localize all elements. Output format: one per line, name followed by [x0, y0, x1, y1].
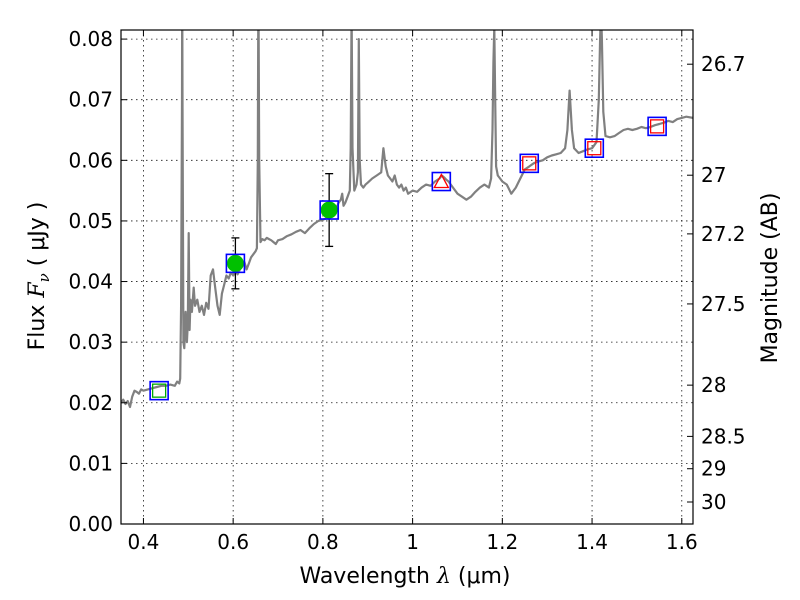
right-tick-label: 26.7	[701, 52, 746, 76]
filter-square	[225, 253, 246, 274]
predicted-triangle	[433, 173, 450, 189]
predicted-square	[522, 156, 537, 171]
y-tick-label: 0.08	[68, 27, 113, 51]
x-axis-label-prefix: Wavelength	[299, 564, 437, 589]
observed-point	[320, 201, 338, 219]
x-tick-label: 1.4	[576, 530, 608, 554]
y-tick-label: 0.00	[68, 512, 113, 536]
right-tick-label: 27.2	[701, 222, 746, 246]
x-tick-label: 0.6	[217, 530, 249, 554]
observed-point	[226, 254, 244, 272]
predicted-square	[151, 383, 167, 398]
x-tick-label: 1.2	[486, 530, 518, 554]
marker-layer	[149, 116, 667, 401]
y-axis-label-right: Magnitude (AB)	[758, 193, 783, 364]
right-tick-label: 30	[701, 490, 726, 514]
plot-frame	[120, 29, 694, 525]
predicted-square	[649, 119, 665, 134]
right-tick-label: 29	[701, 457, 726, 481]
y-axis-label-symbol: F	[25, 282, 50, 299]
filter-square	[149, 380, 169, 401]
x-tick-label: 0.4	[128, 530, 160, 554]
y-axis-label-subscript: ν	[35, 273, 53, 282]
y-tick-label: 0.07	[68, 88, 113, 112]
y-tick-label: 0.03	[68, 330, 113, 354]
y-tick-label: 0.02	[68, 391, 113, 415]
filter-square	[519, 153, 540, 174]
y-tick-label: 0.06	[68, 148, 113, 172]
x-axis-label: Wavelength λ (μm)	[299, 564, 510, 589]
right-tick-label: 27	[701, 163, 726, 187]
y-axis-label-unit: ( μJy )	[25, 202, 50, 274]
x-tick-label: 1	[406, 530, 419, 554]
right-tick-label: 28.5	[701, 424, 746, 448]
x-axis-label-unit: (μm)	[451, 564, 511, 589]
spectrum-layer	[121, 30, 693, 409]
spectrum-line	[121, 30, 693, 409]
y-tick-label: 0.05	[68, 209, 113, 233]
x-axis-label-symbol: λ	[436, 564, 451, 589]
grid-lines	[121, 30, 693, 525]
filter-square	[431, 171, 452, 192]
filter-square	[584, 138, 605, 158]
filter-square	[647, 116, 667, 137]
x-tick-label: 1.6	[666, 530, 698, 554]
x-tick-label: 0.8	[307, 530, 339, 554]
y-tick-label: 0.01	[68, 451, 113, 475]
tick-layer: 0.4 0.6 0.8 1 1.2 1.4 1.6 0.00 0.01 0.02 0.03 0.04 0…	[68, 27, 745, 554]
right-tick-label: 28	[701, 373, 726, 397]
y-tick-label: 0.04	[68, 270, 113, 294]
y-axis-label: Flux Fν ( μJy )	[25, 202, 53, 351]
predicted-square	[587, 141, 602, 156]
y-axis-label-prefix: Flux	[25, 298, 50, 351]
right-tick-label: 27.5	[701, 292, 746, 316]
filter-square	[319, 200, 339, 220]
